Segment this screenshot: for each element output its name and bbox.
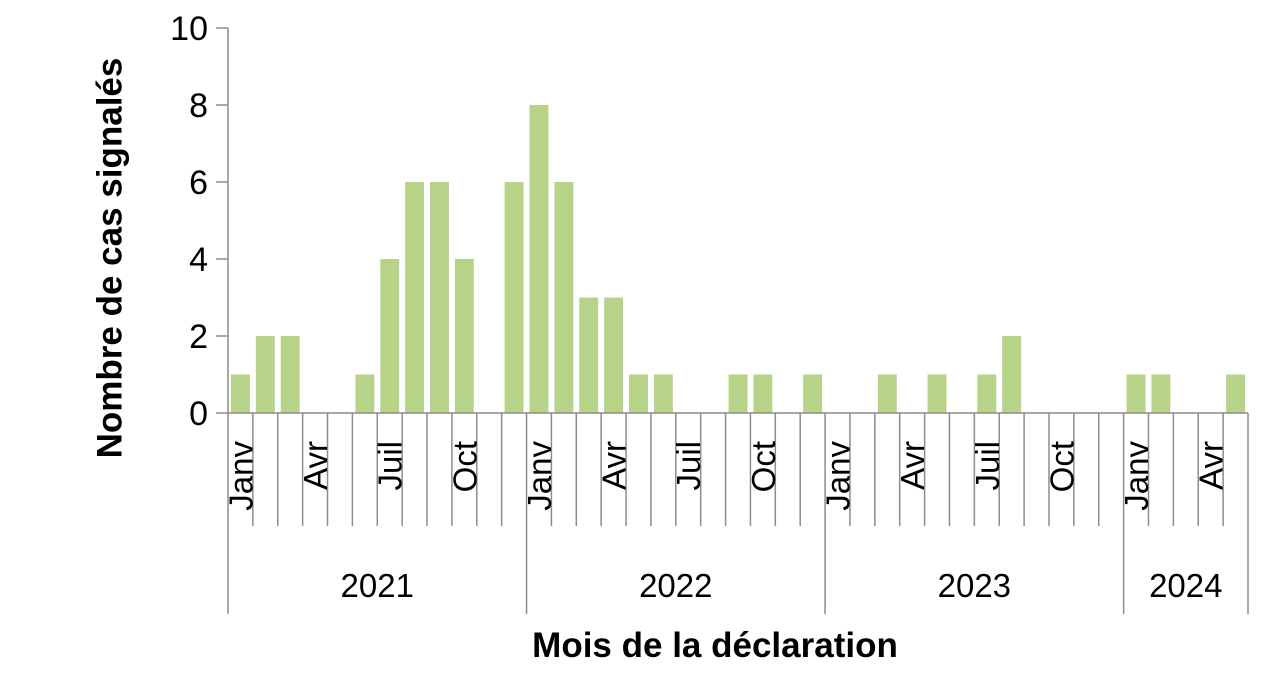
bar-2021-02 xyxy=(255,336,275,413)
x-tick-label-2023-07: Juil xyxy=(969,441,1006,491)
bar-2022-06 xyxy=(653,374,673,413)
bar-2023-03 xyxy=(877,374,897,413)
x-tick-label-2022-04: Avr xyxy=(596,441,633,490)
bar-2021-09 xyxy=(430,182,449,413)
x-tick-label-2023-01: Janv xyxy=(820,441,857,511)
bar-2021-03 xyxy=(280,336,300,413)
bar-2022-02 xyxy=(554,182,574,413)
bar-2023-08 xyxy=(1002,336,1022,413)
y-tick-label: 8 xyxy=(189,87,208,125)
x-tick-label-2023-10: Oct xyxy=(1043,441,1080,492)
bar-2022-03 xyxy=(579,297,599,413)
bar-2024-01 xyxy=(1126,374,1146,413)
bar-2023-05 xyxy=(927,374,947,413)
bar-2022-10 xyxy=(753,374,773,413)
bar-2021-10 xyxy=(454,259,474,413)
y-tick-label: 2 xyxy=(189,318,208,356)
bar-2024-05 xyxy=(1226,374,1246,413)
year-label-2023: 2023 xyxy=(938,567,1011,604)
bar-2021-08 xyxy=(405,182,425,413)
y-tick-label: 10 xyxy=(170,10,208,48)
bar-2022-04 xyxy=(604,297,624,413)
x-axis-title: Mois de la déclaration xyxy=(532,626,898,665)
year-label-2021: 2021 xyxy=(341,567,414,604)
x-tick-label-2021-10: Oct xyxy=(446,441,483,492)
y-tick-label: 6 xyxy=(189,164,208,202)
x-tick-label-2024-04: Avr xyxy=(1193,441,1230,490)
x-tick-label-2021-04: Avr xyxy=(297,441,334,490)
year-label-2022: 2022 xyxy=(639,567,712,604)
y-tick-label: 0 xyxy=(189,395,208,433)
year-labels-group: 2021 2022 2023 2024 xyxy=(341,567,1223,604)
x-tick-label-2022-10: Oct xyxy=(745,441,782,492)
y-axis-title: Nombre de cas signalés xyxy=(90,58,129,459)
x-tick-label-2022-01: Janv xyxy=(521,441,558,511)
bars-group xyxy=(230,105,1246,413)
bar-2021-07 xyxy=(380,259,400,413)
bar-2021-01 xyxy=(230,374,250,413)
x-tick-label-2021-07: Juil xyxy=(372,441,409,491)
bar-2022-01 xyxy=(529,105,549,413)
y-ticks-group: 0 2 4 6 8 10 xyxy=(170,10,208,433)
bar-2022-12 xyxy=(803,374,823,413)
y-tick-label: 4 xyxy=(189,241,208,279)
x-tick-label-2021-01: Janv xyxy=(222,441,259,511)
x-tick-label-2022-07: Juil xyxy=(670,441,707,491)
x-tick-label-2023-04: Avr xyxy=(894,441,931,490)
bar-2023-07 xyxy=(977,374,997,413)
x-ticks-group: Janv Avr Juil Oct Janv Avr Juil Oct Janv Avr Juil O… xyxy=(222,441,1229,511)
x-tick-label-2024-01: Janv xyxy=(1118,441,1155,511)
year-label-2024: 2024 xyxy=(1149,567,1222,604)
axes-group xyxy=(216,27,1249,614)
bar-2022-05 xyxy=(629,374,648,413)
bar-2024-02 xyxy=(1151,374,1171,413)
bar-2022-09 xyxy=(728,374,748,413)
bar-2021-12 xyxy=(504,182,524,413)
bar-2021-06 xyxy=(355,374,375,413)
